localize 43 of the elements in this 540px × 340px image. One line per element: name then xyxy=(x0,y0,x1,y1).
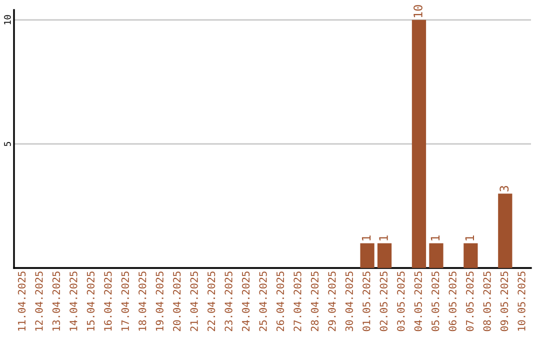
x-tick-label: 29.04.2025 xyxy=(328,272,336,332)
x-tick-label: 06.05.2025 xyxy=(448,272,456,332)
x-tick-label: 09.05.2025 xyxy=(500,272,508,332)
x-tick-label: 26.04.2025 xyxy=(276,272,284,332)
y-tick-label: 5 xyxy=(4,142,11,146)
bar xyxy=(412,20,426,268)
x-tick-label: 10.05.2025 xyxy=(518,272,526,331)
data-label: 1 xyxy=(465,235,474,240)
x-tick-label: 30.04.2025 xyxy=(345,272,354,332)
x-tick-label: 18.04.2025 xyxy=(138,272,146,331)
x-tick-label: 08.05.2025 xyxy=(483,272,491,332)
x-tick-label: 20.04.2025 xyxy=(173,272,181,332)
x-tick-label: 04.05.2025 xyxy=(414,272,422,332)
bar xyxy=(360,243,374,268)
x-tick-label: 07.05.2025 xyxy=(466,272,474,332)
x-tick-label: 13.04.2025 xyxy=(52,272,60,331)
x-tick-label: 19.04.2025 xyxy=(156,272,164,331)
x-tick-label: 24.04.2025 xyxy=(242,272,250,332)
x-tick-label: 28.04.2025 xyxy=(310,272,319,332)
bar xyxy=(464,243,478,268)
x-tick-label: 15.04.2025 xyxy=(86,272,95,331)
x-tick-label: 23.04.2025 xyxy=(224,272,232,332)
x-tick-label: 01.05.2025 xyxy=(362,272,370,332)
x-tick-label: 14.04.2025 xyxy=(70,272,78,331)
data-label: 1 xyxy=(379,235,388,240)
bar xyxy=(377,243,392,268)
x-tick-label: 05.05.2025 xyxy=(432,272,440,332)
x-tick-label: 22.04.2025 xyxy=(207,272,216,332)
x-tick-label: 27.04.2025 xyxy=(294,272,302,332)
x-tick-label: 11.04.2025 xyxy=(18,272,26,331)
data-label: 1 xyxy=(430,235,440,240)
x-tick-label: 17.04.2025 xyxy=(121,272,129,331)
bar xyxy=(429,243,444,268)
x-tick-label: 12.04.2025 xyxy=(35,272,43,331)
x-tick-label: 02.05.2025 xyxy=(380,272,388,332)
x-tick-label: 16.04.2025 xyxy=(104,272,112,331)
x-tick-label: 21.04.2025 xyxy=(190,272,198,332)
x-tick-label: 25.04.2025 xyxy=(259,272,267,332)
x-tick-label: 03.05.2025 xyxy=(397,272,405,332)
data-label: 3 xyxy=(500,186,509,192)
bar xyxy=(498,194,512,268)
data-label: 10 xyxy=(414,5,422,18)
data-label: 1 xyxy=(362,235,371,240)
